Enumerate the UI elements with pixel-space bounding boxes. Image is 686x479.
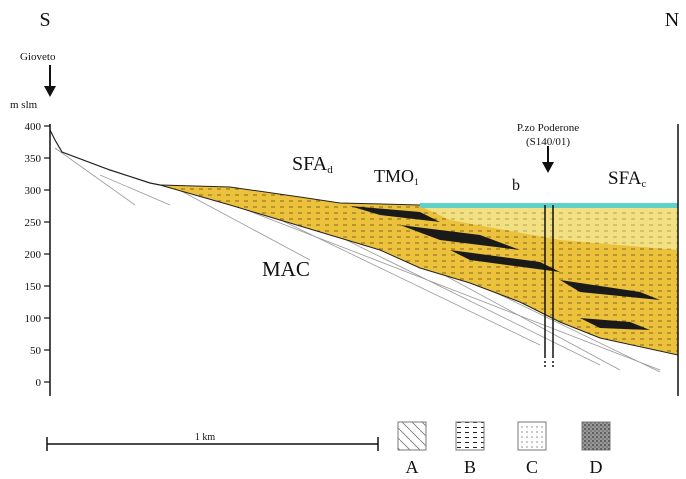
tick-label: 100 bbox=[25, 313, 42, 325]
legend-swatch bbox=[582, 422, 610, 450]
unit-subscript: 1 bbox=[414, 177, 419, 188]
legend-swatch bbox=[518, 422, 546, 450]
unit-name: SFA bbox=[608, 168, 642, 189]
axis-unit: m slm bbox=[10, 99, 38, 111]
location-label: P.zo Poderone bbox=[517, 122, 579, 134]
unit-label: MAC bbox=[262, 257, 310, 281]
unit-name: b bbox=[512, 177, 520, 194]
tick-label: 300 bbox=[25, 185, 42, 197]
legend-swatch bbox=[398, 422, 426, 450]
tick-label: 200 bbox=[25, 249, 42, 261]
tick-label: 50 bbox=[30, 345, 42, 357]
location-code: (S140/01) bbox=[526, 136, 570, 148]
legend-swatch bbox=[456, 422, 484, 450]
north-label: N bbox=[665, 9, 679, 31]
unit-name: TMO bbox=[374, 166, 414, 186]
tick-label: 0 bbox=[36, 377, 42, 389]
unit-label: SFAd bbox=[292, 153, 333, 176]
legend-label: A bbox=[406, 457, 419, 477]
legend-label: B bbox=[464, 457, 476, 477]
tick-label: 400 bbox=[25, 121, 42, 133]
tick-label: 150 bbox=[25, 281, 42, 293]
unit-label: TMO1 bbox=[374, 166, 419, 188]
surface-layer bbox=[420, 203, 678, 208]
tick-label: 250 bbox=[25, 217, 42, 229]
cross-section: S N Gioveto P.zo Poderone (S140/01) m sl… bbox=[0, 0, 686, 479]
tick-label: 350 bbox=[25, 153, 42, 165]
south-label: S bbox=[39, 9, 50, 31]
unit-name: SFA bbox=[292, 153, 328, 175]
scale-label: 1 km bbox=[195, 432, 216, 443]
legend-label: D bbox=[590, 457, 603, 477]
unit-name: MAC bbox=[262, 257, 310, 281]
unit-label: b bbox=[512, 177, 520, 194]
unit-label: SFAc bbox=[608, 168, 646, 190]
legend-label: C bbox=[526, 457, 538, 477]
unit-subscript: c bbox=[641, 179, 646, 190]
location-label: Gioveto bbox=[20, 51, 56, 63]
unit-subscript: d bbox=[327, 164, 333, 176]
